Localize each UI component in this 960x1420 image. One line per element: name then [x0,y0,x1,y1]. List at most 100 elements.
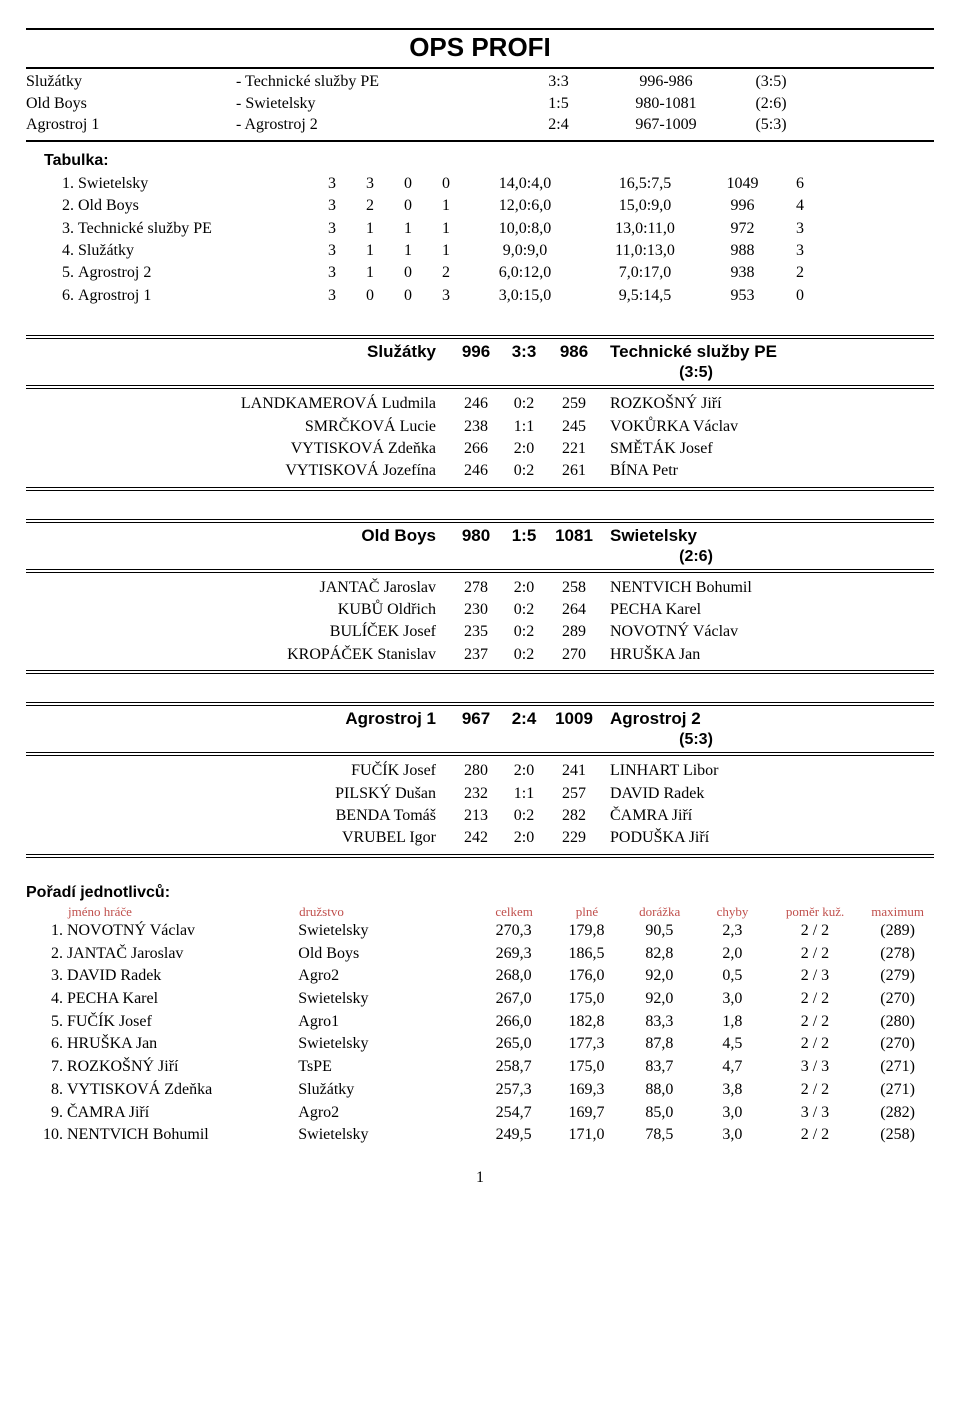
pl-home: VYTISKOVÁ Zdeňka [26,438,452,460]
st-pts: 3 [780,240,820,262]
pr-plne: 179,8 [550,920,623,943]
standings-table: 1.Swietelsky330014,0:4,016,5:7,5104962.O… [48,173,934,307]
pr-team: TsPE [298,1056,477,1079]
mh-home-score: 967 [452,709,500,729]
st-n1: 3 [313,173,351,195]
pl-s1: 232 [452,783,500,805]
hdr-chyby: chyby [696,904,769,920]
pl-s2: 258 [548,577,600,599]
ranking-row: 7.ROZKOŠNÝ JiříTsPE258,7175,083,74,73 / … [26,1056,934,1079]
pr-team: Swietelsky [298,920,477,943]
match-header: Služátky9963:3986Technické služby PE [26,335,934,362]
pr-rank: 9. [26,1102,67,1125]
st-a1: 9,0:9,0 [465,240,585,262]
pr-team: Swietelsky [298,1124,477,1147]
pr-chyby: 2,3 [696,920,769,943]
rankings-label: Pořadí jednotlivců: [26,884,934,902]
hdr-pomer: poměr kuž. [769,904,861,920]
page-title: OPS PROFI [409,32,551,62]
standing-row: 6.Agrostroj 130033,0:15,09,5:14,59530 [48,285,934,307]
pr-dorazka: 83,3 [623,1011,696,1034]
pr-pomer: 2 / 3 [769,965,861,988]
standing-row: 3.Technické služby PE311110,0:8,013,0:11… [48,218,934,240]
st-pts: 0 [780,285,820,307]
st-n4: 3 [427,285,465,307]
pr-chyby: 1,8 [696,1011,769,1034]
pl-s2: 245 [548,416,600,438]
st-rank: 5. [48,262,78,284]
pl-away: BÍNA Petr [600,460,934,482]
pr-pomer: 2 / 2 [769,988,861,1011]
title-bar: OPS PROFI [26,28,934,69]
player-row: VRUBEL Igor2422:0229PODUŠKA Jiří [26,827,934,849]
pr-name: PECHA Karel [67,988,298,1011]
pr-celkem: 268,0 [477,965,550,988]
fixtures-section: Služátky- Technické služby PE3:3996-986(… [26,71,934,142]
st-n4: 1 [427,218,465,240]
st-a1: 10,0:8,0 [465,218,585,240]
player-row: VYTISKOVÁ Zdeňka2662:0221SMĚTÁK Josef [26,438,934,460]
st-pts: 6 [780,173,820,195]
pr-team: Agro2 [298,1102,477,1125]
st-n2: 1 [351,218,389,240]
pr-pomer: 2 / 2 [769,1124,861,1147]
pr-name: VYTISKOVÁ Zdeňka [67,1079,298,1102]
fixture-home: Agrostroj 1 [26,114,236,136]
st-rank: 2. [48,195,78,217]
st-n1: 3 [313,285,351,307]
pr-dorazka: 82,8 [623,943,696,966]
player-row: LANDKAMEROVÁ Ludmila2460:2259ROZKOŠNÝ Ji… [26,393,934,415]
pr-rank: 8. [26,1079,67,1102]
pl-s1: 246 [452,393,500,415]
player-row: KUBŮ Oldřich2300:2264PECHA Karel [26,599,934,621]
match-footer [26,854,934,858]
page-number: 1 [26,1169,934,1187]
standing-row: 5.Agrostroj 231026,0:12,07,0:17,09382 [48,262,934,284]
pr-dorazka: 87,8 [623,1033,696,1056]
st-a2: 16,5:7,5 [585,173,705,195]
fixture-score: 1:5 [516,93,601,115]
pr-rank: 4. [26,988,67,1011]
st-a2: 9,5:14,5 [585,285,705,307]
pr-pomer: 2 / 2 [769,1079,861,1102]
fixture-home: Old Boys [26,93,236,115]
pl-away: HRUŠKA Jan [600,644,934,666]
fixture-set: (3:5) [731,71,811,93]
pr-pomer: 2 / 2 [769,920,861,943]
st-n3: 1 [389,240,427,262]
fixture-agg: 980-1081 [601,93,731,115]
pl-s2: 229 [548,827,600,849]
st-a2: 11,0:13,0 [585,240,705,262]
pr-rank: 1. [26,920,67,943]
st-n4: 2 [427,262,465,284]
mh-home: Služátky [26,342,452,362]
st-a1: 3,0:15,0 [465,285,585,307]
fixture-set: (5:3) [731,114,811,136]
pr-celkem: 269,3 [477,943,550,966]
pl-sc: 1:1 [500,783,548,805]
pl-sc: 0:2 [500,805,548,827]
pr-name: JANTAČ Jaroslav [67,943,298,966]
pr-chyby: 3,8 [696,1079,769,1102]
hdr-max: maximum [861,904,934,920]
pl-sc: 0:2 [500,644,548,666]
pl-away: ROZKOŠNÝ Jiří [600,393,934,415]
pr-celkem: 249,5 [477,1124,550,1147]
st-team: Služátky [78,240,313,262]
st-n1: 3 [313,195,351,217]
st-n2: 0 [351,285,389,307]
hdr-plne: plné [551,904,624,920]
st-rank: 4. [48,240,78,262]
pl-away: VOKŮRKA Václav [600,416,934,438]
pl-s1: 237 [452,644,500,666]
pl-home: VYTISKOVÁ Jozefína [26,460,452,482]
pl-s2: 259 [548,393,600,415]
player-row: KROPÁČEK Stanislav2370:2270HRUŠKA Jan [26,644,934,666]
pr-plne: 169,3 [550,1079,623,1102]
st-tot: 953 [705,285,780,307]
match-block: Agrostroj 19672:41009Agrostroj 2(5:3)FUČ… [26,702,934,858]
st-team: Swietelsky [78,173,313,195]
st-team: Old Boys [78,195,313,217]
st-pts: 2 [780,262,820,284]
pr-name: DAVID Radek [67,965,298,988]
